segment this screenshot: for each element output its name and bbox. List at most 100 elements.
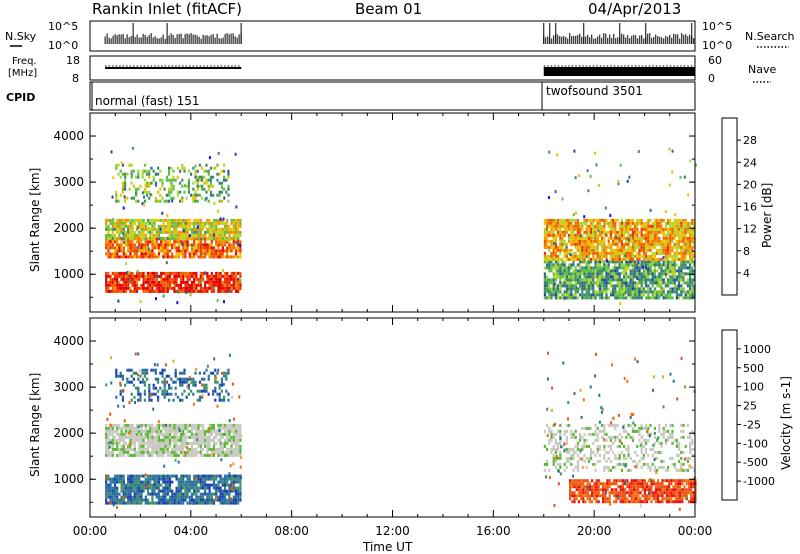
heatmap-cell [570, 218, 573, 222]
heatmap-cell [548, 296, 551, 300]
heatmap-cell [581, 447, 584, 451]
heatmap-cell [609, 218, 612, 222]
heatmap-cell [217, 447, 220, 451]
heatmap-cell [631, 245, 634, 249]
heatmap-cell [213, 166, 216, 170]
heatmap-cell [204, 243, 207, 247]
heatmap-cell [592, 462, 595, 466]
heatmap-cell [144, 501, 147, 505]
heatmap-cell [673, 275, 676, 279]
heatmap-cell [183, 166, 186, 170]
heatmap-cell [186, 480, 189, 484]
heatmap-cell [105, 274, 108, 278]
heatmap-cell [192, 392, 195, 396]
heatmap-cell [587, 444, 590, 448]
heatmap-cell [603, 236, 606, 240]
heatmap-cell [230, 283, 233, 287]
heatmap-cell [669, 230, 672, 234]
heatmap-cell [157, 283, 161, 287]
heatmap-cell [568, 239, 571, 243]
heatmap-cell [581, 269, 584, 273]
heatmap-cell [195, 486, 198, 490]
heatmap-cell [129, 280, 132, 284]
heatmap-cell [572, 468, 575, 472]
heatmap-cell [645, 248, 648, 252]
heatmap-cell [227, 368, 230, 372]
heatmap-cell [115, 395, 118, 399]
heatmap-cell [127, 233, 130, 237]
heatmap-cell [129, 224, 132, 228]
heatmap-cell [596, 226, 599, 230]
heatmap-cell [216, 178, 219, 182]
heatmap-cell [636, 233, 639, 237]
heatmap-cell [111, 227, 114, 231]
heatmap-cell [124, 240, 128, 244]
heatmap-cell [175, 441, 178, 445]
heatmap-cell [612, 257, 615, 261]
heatmap-cell [135, 453, 139, 457]
heatmap-cell [645, 236, 648, 240]
heatmap-cell [587, 281, 590, 285]
heatmap-cell [612, 254, 615, 258]
heatmap-cell [554, 266, 557, 270]
heatmap-cell [188, 447, 191, 451]
heatmap-cell [673, 245, 676, 249]
heatmap-cell [590, 456, 593, 460]
heatmap-cell [146, 489, 150, 493]
heatmap-cell [620, 239, 623, 243]
heatmap-cell [201, 501, 205, 505]
heatmap-cell [175, 280, 178, 284]
heatmap-cell [120, 289, 123, 293]
heatmap-cell [636, 221, 639, 225]
heatmap-cell [557, 263, 560, 267]
heatmap-cell [149, 255, 152, 259]
heatmap-cell [623, 257, 626, 261]
heatmap-cell [625, 267, 628, 271]
heatmap-cell [122, 438, 125, 442]
heatmap-cell [208, 501, 211, 505]
heatmap-cell [166, 483, 169, 487]
heatmap-cell [218, 172, 221, 176]
heatmap-cell [215, 218, 218, 222]
heatmap-cell [175, 274, 178, 278]
heatmap-cell [124, 492, 128, 496]
heatmap-cell [193, 447, 196, 451]
heatmap-cell [129, 495, 132, 499]
heatmap-cell [226, 218, 229, 222]
heatmap-cell [221, 444, 224, 448]
heatmap-cell [645, 242, 648, 246]
heatmap-cell [218, 193, 221, 197]
heatmap-cell [109, 227, 112, 231]
heatmap-cell [160, 224, 163, 228]
heatmap-cell [232, 429, 235, 433]
heatmap-cell [215, 277, 218, 281]
heatmap-cell [656, 263, 659, 267]
heatmap-cell [598, 260, 601, 264]
heatmap-cell [607, 242, 610, 246]
heatmap-cell [210, 495, 213, 499]
heatmap-cell [127, 426, 130, 430]
heatmap-cell [686, 293, 689, 297]
heatmap-cell [221, 477, 224, 481]
heatmap-cell [234, 289, 238, 293]
heatmap-cell [193, 441, 196, 445]
heatmap-cell [557, 221, 560, 225]
heatmap-cell [603, 465, 606, 469]
heatmap-cell [678, 269, 681, 273]
heatmap-cell [168, 169, 171, 173]
heatmap-cell [225, 190, 228, 194]
heatmap-cell [151, 444, 154, 448]
heatmap-cell [124, 447, 128, 451]
heatmap-cell [565, 284, 568, 288]
heatmap-cell [585, 456, 588, 460]
heatmap-cell [632, 262, 635, 266]
heatmap-cell [669, 293, 672, 297]
heatmap-cell [215, 236, 218, 240]
heatmap-cell [227, 193, 230, 197]
heatmap-cell [568, 456, 571, 460]
heatmap-cell [188, 252, 191, 256]
heatmap-cell [634, 296, 637, 300]
heatmap-cell [201, 233, 205, 237]
heatmap-cell [645, 227, 648, 231]
heatmap-cell [146, 277, 150, 281]
